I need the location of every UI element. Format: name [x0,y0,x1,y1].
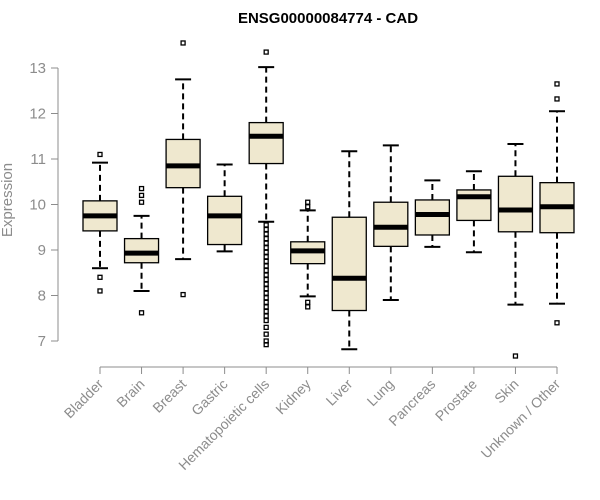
outlier-point [554,81,560,87]
y-axis: 7 8 9 10 11 12 13 [29,60,59,350]
y-tick-label: 9 [38,242,46,259]
outlier-point [263,249,269,255]
outlier-point [263,276,269,283]
box-group-prostate [456,170,492,254]
x-tick-label: Kidney [272,376,314,418]
outlier-point [263,272,269,278]
box [206,195,243,246]
outlier-point [554,320,560,326]
y-tick-label: 10 [29,197,46,214]
outlier-point [305,299,311,305]
outlier-point [97,151,103,158]
box [123,237,160,264]
x-tick-label: Liver [323,376,356,409]
box-group-skin [497,142,534,359]
outlier-point [263,308,269,315]
y-tick-label: 8 [38,288,46,305]
outlier-point [554,96,560,102]
y-tick-label: 12 [29,106,46,123]
outlier-point [263,222,269,228]
box [248,121,284,165]
box [373,201,409,248]
outlier-point [138,310,145,316]
box [331,216,367,312]
outlier-point [180,291,186,298]
outlier-point [263,263,269,269]
outlier-point [263,254,269,260]
x-tick-label: Unknown / Other [478,376,564,462]
box-group-hematopoietic-cells [248,49,284,348]
box-group-kidney [290,199,326,310]
outlier-point [138,199,145,205]
outlier-point [97,288,103,294]
outlier-point [263,281,269,287]
outlier-point [263,245,269,251]
outlier-point [305,199,311,205]
box [497,175,534,233]
outlier-point [263,286,269,292]
plot-area [82,40,575,359]
outlier-point [138,185,145,192]
x-tick-label: Brain [113,376,147,410]
outlier-point [263,258,269,265]
box-group-gastric [206,163,243,253]
outlier-point [512,353,519,359]
outlier-point [263,290,269,296]
box-group-brain [123,185,160,316]
outlier-point [138,192,145,199]
box-group-lung [373,144,409,302]
outlier-point [263,331,269,337]
outlier-point [305,304,311,310]
outlier-point [263,341,269,348]
chart-title: ENSG00000084774 - CAD [238,10,418,27]
outlier-point [263,240,269,246]
box [414,199,451,236]
box-group-breast [165,40,201,298]
x-tick-label: Bladder [61,376,107,422]
y-tick-label: 7 [38,333,46,350]
outlier-point [263,304,269,310]
box-group-bladder [82,151,118,294]
y-tick-label: 11 [30,151,46,168]
outlier-point [180,40,186,46]
y-axis-label: Expression [0,163,16,237]
outlier-point [305,204,311,210]
outlier-point [263,226,269,233]
outlier-point [263,299,269,305]
outlier-point [263,235,269,242]
box-group-liver [331,150,367,351]
outlier-point [263,313,269,319]
outlier-point [263,295,269,301]
x-tick-label: Lung [364,376,397,409]
box-group-pancreas [414,179,451,248]
box-group-unknown-other [539,81,575,326]
y-tick-label: 13 [29,60,46,77]
outlier-point [97,274,103,280]
x-tick-label: Breast [149,376,189,416]
outlier-point [263,231,269,237]
outlier-point [263,267,269,274]
outlier-point [263,49,269,55]
outlier-point [263,317,269,324]
x-tick-label: Skin [491,376,522,407]
outlier-point [263,324,269,331]
x-tick-label: Prostate [432,376,480,424]
